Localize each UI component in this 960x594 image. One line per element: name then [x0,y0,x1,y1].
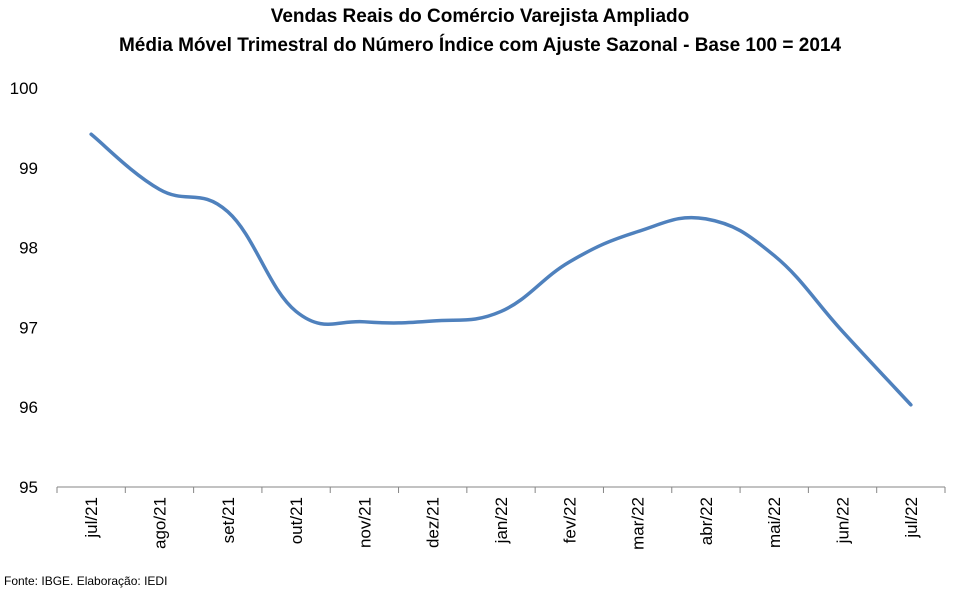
x-tick-label: jul/22 [902,497,921,539]
x-tick-label: ago/21 [150,497,169,549]
series-line [89,132,913,407]
x-tick-label: jul/21 [82,497,101,539]
chart-title: Vendas Reais do Comércio Varejista Ampli… [270,6,690,27]
x-tick-label: jan/22 [492,497,511,544]
y-tick-label: 97 [19,318,38,337]
x-tick-label: abr/22 [697,497,716,545]
y-tick-label: 96 [19,398,38,417]
y-tick-label: 98 [19,239,38,258]
y-tick-label: 100 [10,79,38,98]
x-tick-label: jun/22 [834,497,853,544]
x-tick-label: mar/22 [629,497,648,550]
x-tick-label: out/21 [287,497,306,544]
x-tick-label: mai/22 [765,497,784,548]
x-axis: jul/21 ago/21 set/21 out/21 nov/21 dez/21 jan/… [56,486,946,550]
chart-subtitle: Média Móvel Trimestral do Número Índice … [118,35,842,56]
y-tick-label: 99 [19,159,38,178]
x-tick-label: fev/22 [560,497,579,543]
series-line-path [89,132,913,407]
x-tick-label: set/21 [219,497,238,543]
x-tick-label: nov/21 [355,497,374,548]
y-tick-label: 95 [19,478,38,497]
x-tick-label: dez/21 [424,497,443,548]
source-note: Fonte: IBGE. Elaboração: IEDI [4,574,168,588]
y-axis: 95 96 97 98 99 100 [10,79,38,497]
